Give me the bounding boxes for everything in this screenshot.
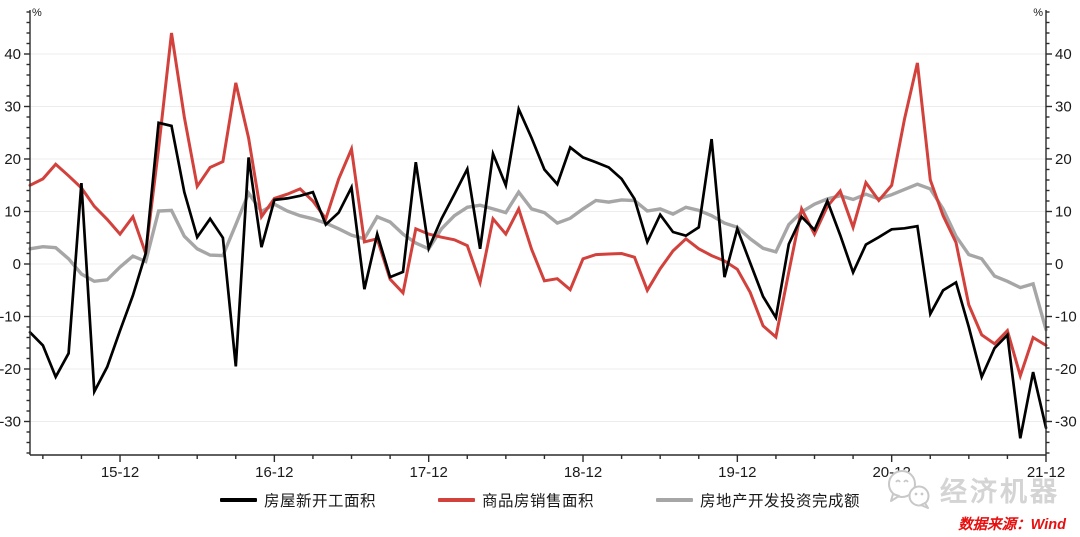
y-tick-label-right: 40 [1055,46,1072,63]
legend-swatch-gray [656,498,693,502]
x-tick-label: 20-12 [872,464,910,481]
series-lines [28,32,1048,439]
x-tick-label: 18-12 [564,464,602,481]
y-axis-ticks: -30 -30 -20 -20 -10 -10 0 0 10 10 20 20 30 30 40 40%% [0,7,1077,454]
legend-swatch-red [437,498,475,502]
x-tick-label: 17-12 [409,464,447,481]
y-tick-label-left: 40 [4,46,21,63]
legend-label: 房屋新开工面积 [263,493,376,510]
x-tick-label: 21-12 [1027,464,1065,481]
x-tick-label: 19-12 [718,464,756,481]
y-tick-label-left: -10 [0,309,21,326]
y-tick-label-left: 0 [13,256,21,273]
y-tick-label-right: 20 [1055,151,1072,168]
series-line-0 [28,104,1048,439]
y-tick-label-right: 0 [1055,256,1063,273]
y-tick-label-left: 10 [4,204,21,221]
y-tick-label-left: -20 [0,361,21,378]
y-axis-unit-right: % [1033,7,1043,19]
legend: 房屋新开工面积 商品房销售面积 房地产开发投资完成额 [0,489,1080,511]
series-line-2 [28,182,1048,332]
legend-item-investment: 房地产开发投资完成额 [656,489,860,511]
legend-swatch-black [219,498,257,502]
x-tick-label: 15-12 [101,464,139,481]
legend-item-new-starts: 房屋新开工面积 [219,489,376,511]
y-tick-label-right: 10 [1055,204,1072,221]
y-tick-label-right: -10 [1055,309,1077,326]
y-tick-label-left: 20 [4,151,21,168]
legend-label: 商品房销售面积 [481,493,594,510]
y-tick-label-right: -30 [1055,414,1077,431]
y-tick-label-right: -20 [1055,361,1077,378]
legend-item-sales-area: 商品房销售面积 [437,489,594,511]
y-tick-label-left: -30 [0,414,21,431]
data-source-note: 数据来源：Wind [958,517,1066,533]
y-tick-label-right: 30 [1055,99,1072,116]
y-tick-label-left: 30 [4,99,21,116]
y-axis-unit-left: % [32,7,42,19]
legend-label: 房地产开发投资完成额 [700,493,861,510]
x-axis-ticks: 15-12 16-12 17-12 18-12 19-12 20-12 21-12 [42,455,1065,481]
series-line-1 [28,32,1048,381]
x-tick-label: 16-12 [255,464,293,481]
